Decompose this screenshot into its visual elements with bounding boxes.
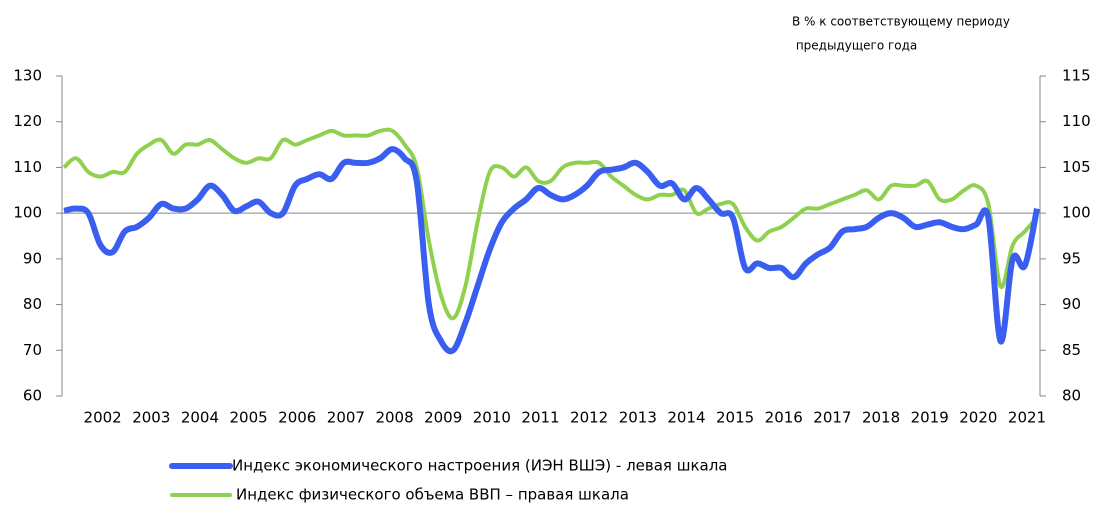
x-tick-label: 2016 <box>765 409 803 427</box>
y-tick-label: 100 <box>13 204 42 222</box>
y2-tick-label: 100 <box>1062 204 1091 222</box>
x-tick-label: 2006 <box>278 409 316 427</box>
x-tick-label: 2010 <box>473 409 511 427</box>
series-line <box>63 146 1040 355</box>
y-tick-label: 80 <box>23 295 42 313</box>
y-tick-label: 120 <box>13 112 42 130</box>
x-tick-label: 2002 <box>84 409 122 427</box>
x-tick-label: 2015 <box>716 409 754 427</box>
y-tick-label: 130 <box>13 67 42 85</box>
y2-tick-label: 105 <box>1062 158 1091 176</box>
x-tick-label: 2011 <box>521 409 559 427</box>
y2-tick-label: 85 <box>1062 341 1081 359</box>
x-tick-label: 2021 <box>1008 409 1046 427</box>
x-tick-label: 2005 <box>230 409 268 427</box>
annotation: В % к соответствующему периоду <box>792 15 1010 29</box>
y2-tick-label: 110 <box>1062 112 1091 130</box>
x-tick-label: 2017 <box>813 409 851 427</box>
y2-tick-label: 80 <box>1062 387 1081 405</box>
y-tick-label: 60 <box>23 387 42 405</box>
y-tick-label: 90 <box>23 249 42 267</box>
legend-label: Индекс физического объема ВВП – правая ш… <box>236 486 629 504</box>
y-tick-label: 110 <box>13 158 42 176</box>
series-line <box>62 127 1039 321</box>
x-tick-label: 2009 <box>424 409 462 427</box>
x-tick-label: 2014 <box>667 409 705 427</box>
x-tick-label: 2019 <box>911 409 949 427</box>
annotation: предыдущего года <box>792 39 917 53</box>
y2-tick-label: 95 <box>1062 249 1081 267</box>
y2-tick-label: 90 <box>1062 295 1081 313</box>
x-tick-label: 2013 <box>619 409 657 427</box>
legend-label: Индекс экономического настроения (ИЭН ВШ… <box>232 457 727 475</box>
x-tick-label: 2003 <box>132 409 170 427</box>
y-tick-label: 70 <box>23 341 42 359</box>
x-tick-label: 2007 <box>327 409 365 427</box>
x-tick-label: 2020 <box>959 409 997 427</box>
x-tick-label: 2004 <box>181 409 219 427</box>
x-tick-label: 2018 <box>862 409 900 427</box>
x-tick-label: 2012 <box>570 409 608 427</box>
y2-tick-label: 115 <box>1062 67 1091 85</box>
x-tick-label: 2008 <box>375 409 413 427</box>
